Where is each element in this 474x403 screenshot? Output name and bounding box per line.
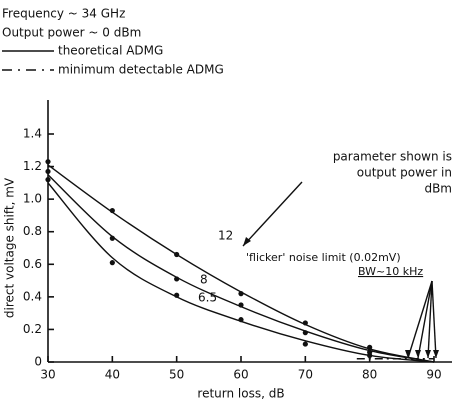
header-line: Output power ~ 0 dBm bbox=[2, 26, 141, 40]
arrow-head bbox=[415, 350, 421, 358]
annotation: parameter shown is bbox=[333, 150, 452, 164]
bw-arrow bbox=[427, 280, 433, 359]
legend-label: theoretical ADMG bbox=[58, 44, 163, 58]
measured-point bbox=[302, 330, 308, 336]
curve-label: 12 bbox=[218, 229, 233, 243]
y-tick-label: 0 bbox=[34, 355, 42, 369]
arrow-head bbox=[433, 350, 439, 358]
measured-point bbox=[302, 341, 308, 347]
measured-point bbox=[238, 317, 244, 323]
y-tick-label: 0.6 bbox=[23, 257, 42, 271]
measured-point bbox=[109, 235, 115, 241]
measured-point bbox=[109, 207, 115, 214]
measured-point bbox=[174, 276, 180, 282]
annotation: dBm bbox=[424, 182, 452, 196]
y-tick-label: 0.8 bbox=[23, 224, 42, 238]
header-line: Frequency ~ 34 GHz bbox=[2, 7, 125, 21]
y-tick-label: 1.4 bbox=[23, 127, 42, 141]
curve-label: 6.5 bbox=[198, 291, 217, 305]
y-tick-label: 0.4 bbox=[23, 289, 42, 303]
x-tick-label: 50 bbox=[169, 368, 184, 382]
bw-arrow bbox=[407, 280, 433, 359]
x-axis-label: return loss, dB bbox=[197, 387, 284, 401]
arrow-head bbox=[243, 237, 251, 246]
measured-point bbox=[45, 177, 51, 183]
measured-point bbox=[174, 292, 180, 298]
measured-point bbox=[174, 251, 180, 258]
annotation-arrow bbox=[242, 181, 303, 247]
y-axis-label: direct voltage shift, mV bbox=[3, 177, 17, 318]
measured-point bbox=[238, 302, 244, 308]
x-tick-label: 40 bbox=[105, 368, 120, 382]
annotation: BW~10 kHz bbox=[358, 265, 423, 278]
measured-point bbox=[367, 344, 373, 350]
x-tick-label: 30 bbox=[40, 368, 55, 382]
measured-point bbox=[238, 291, 244, 297]
legend-label: minimum detectable ADMG bbox=[58, 63, 224, 77]
measured-point bbox=[45, 168, 51, 175]
arrow-head bbox=[405, 350, 411, 358]
x-tick-label: 80 bbox=[362, 368, 377, 382]
y-tick-label: 1.0 bbox=[23, 192, 42, 206]
measured-point bbox=[45, 159, 51, 165]
x-tick-label: 90 bbox=[426, 368, 441, 382]
arrow-head bbox=[425, 350, 431, 358]
annotation: output power in bbox=[357, 166, 452, 180]
measured-point bbox=[302, 320, 308, 326]
x-tick-label: 70 bbox=[298, 368, 313, 382]
y-tick-label: 1.2 bbox=[23, 159, 42, 173]
measured-point bbox=[109, 260, 115, 266]
annotation: 'flicker' noise limit (0.02mV) bbox=[246, 251, 401, 264]
curve-label: 8 bbox=[200, 273, 208, 287]
bw-arrow bbox=[431, 280, 437, 359]
x-tick-label: 60 bbox=[233, 368, 248, 382]
y-tick-label: 0.2 bbox=[23, 322, 42, 336]
bw-arrow bbox=[417, 280, 433, 359]
measured-point bbox=[367, 352, 373, 359]
